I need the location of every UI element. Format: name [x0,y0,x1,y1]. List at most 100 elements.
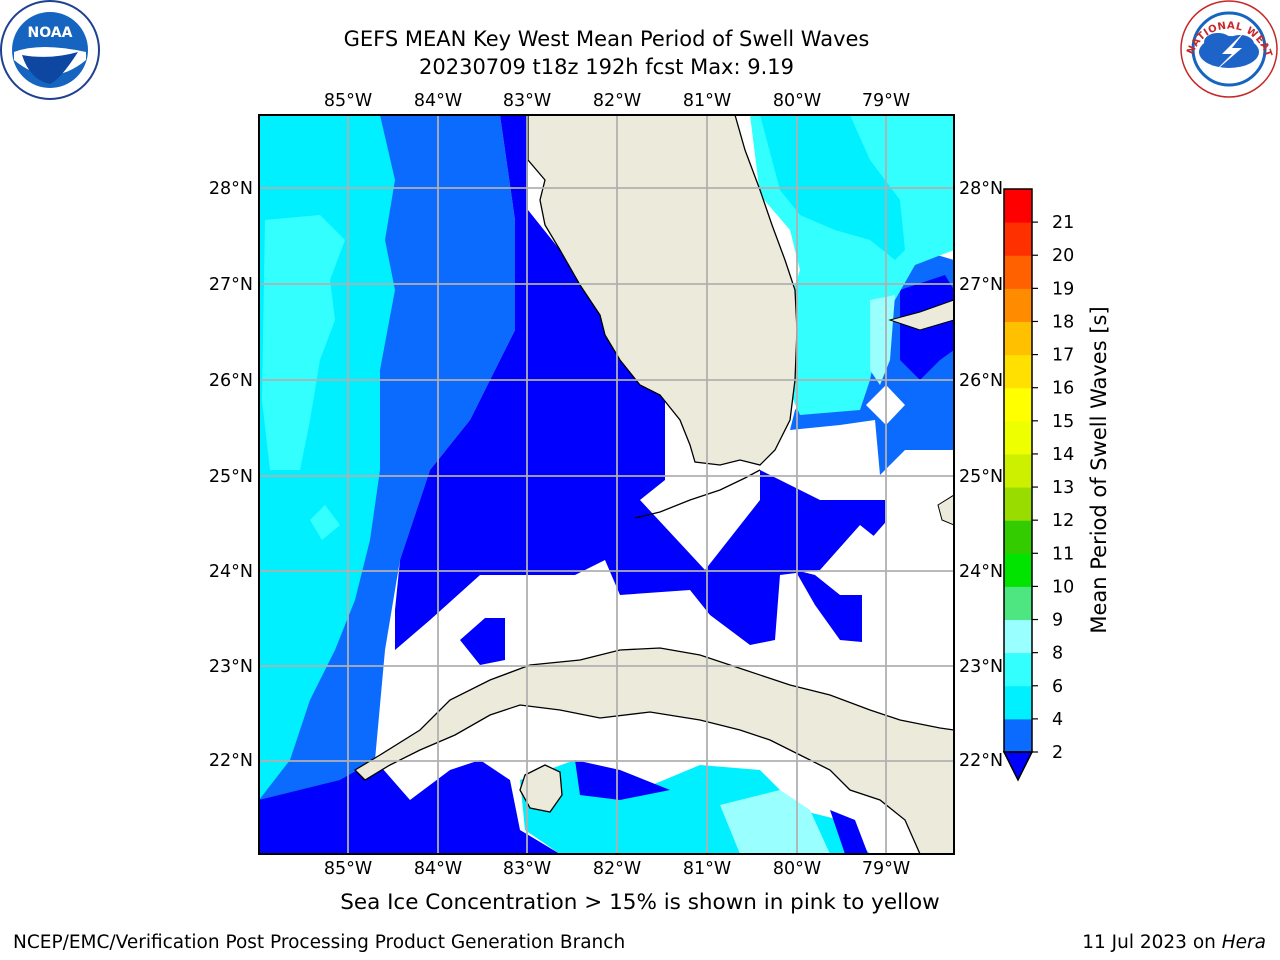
lat-labels-left: 22°N 23°N 24°N 25°N 26°N 27°N 28°N [209,179,253,771]
colorbar-tick-label: 15 [1052,412,1074,432]
south-cuba-blue [830,810,868,854]
colorbar-tick-label: 2 [1052,743,1063,763]
lat-label-left: 23°N [209,657,253,677]
colorbar-segment [1004,652,1032,687]
colorbar-tick-label: 10 [1052,577,1074,597]
colorbar-tick-label: 21 [1052,213,1074,233]
colorbar-tick-label: 20 [1052,246,1074,266]
lat-label-right: 27°N [959,275,1003,295]
colorbar-segment [1004,487,1032,521]
lon-label-bottom: 79°W [862,859,910,879]
colorbar-tick-label: 14 [1052,445,1074,465]
lat-label-right: 24°N [959,562,1003,582]
lon-label-bottom: 82°W [593,859,641,879]
noaa-logo: NOAA [0,0,100,100]
colorbar-tick-label: 8 [1052,644,1063,664]
lon-label-bottom: 80°W [773,859,821,879]
lat-label-left: 28°N [209,179,253,199]
colorbar-tick-label: 19 [1052,279,1074,299]
south-cuba-pale [720,790,830,854]
light-cyan-patch [262,215,345,470]
colorbar-tick-label: 18 [1052,312,1074,332]
map-subtitle-forecast: 20230709 t18z 192h fcst Max: 9.19 [419,55,794,79]
lat-label-right: 23°N [959,657,1003,677]
lon-label-top: 81°W [683,91,731,111]
colorbar-tick-label: 16 [1052,379,1074,399]
lon-label-top: 80°W [773,91,821,111]
svg-text:NATIONAL WEATHER SERVICE: NATIONAL WEATHER SERVICE [0,0,1274,59]
colorbar-segment [1004,685,1032,720]
graticule [259,115,954,854]
swell-period-field [259,115,954,854]
lon-label-bottom: 84°W [414,859,462,879]
lat-label-right: 25°N [959,467,1003,487]
lat-label-right: 26°N [959,371,1003,391]
colorbar-segment [1004,387,1032,422]
south-cuba-deep-blue-2 [575,760,670,800]
lon-label-top: 79°W [862,91,910,111]
footer-credit: NCEP/EMC/Verification Post Processing Pr… [13,932,626,953]
lon-labels-top: 85°W 84°W 83°W 82°W 81°W 80°W 79°W [324,91,910,111]
colorbar-segment [1004,453,1032,488]
footer-machine: Hera [1221,932,1266,953]
bahamas-island [888,299,954,331]
cuba-land [353,647,954,854]
map-frame [258,114,955,855]
lon-label-bottom: 85°W [324,859,372,879]
lon-label-top: 82°W [593,91,641,111]
atlantic-pale [870,295,895,385]
colorbar-segment [1004,586,1032,621]
lat-label-right: 22°N [959,751,1003,771]
colorbar-tick-label: 6 [1052,677,1063,697]
colorbar-tick-label: 9 [1052,611,1063,631]
isla-juventud [519,764,563,813]
lon-label-top: 83°W [503,91,551,111]
lat-label-left: 26°N [209,371,253,391]
colorbar-segment [1004,619,1032,654]
colorbar-extend-arrow [1002,751,1034,782]
colorbar-segment [1004,354,1032,389]
lat-labels-right: 22°N 23°N 24°N 25°N 26°N 27°N 28°N [959,179,1003,771]
lat-label-left: 25°N [209,467,253,487]
florida-land [527,115,798,466]
deep-blue-east [795,570,862,642]
map-title: GEFS MEAN Key West Mean Period of Swell … [343,27,870,51]
lat-label-left: 27°N [209,275,253,295]
lat-label-left: 24°N [209,562,253,582]
lon-label-top: 85°W [324,91,372,111]
colorbar-tick-label: 13 [1052,478,1074,498]
colorbar-segment [1004,189,1032,223]
noaa-logo-text: NOAA [28,25,73,41]
colorbar-segment [1004,255,1032,289]
colorbar-tick-label: 11 [1052,544,1074,564]
footer-date: 11 Jul 2023 on Hera [1082,932,1266,953]
colorbar-segment [1004,321,1032,356]
colorbar-segment [1004,288,1032,322]
footer-date-text: 11 Jul 2023 on [1082,932,1222,953]
lon-labels-bottom: 85°W 84°W 83°W 82°W 81°W 80°W 79°W [324,859,910,879]
colorbar-tick-label: 17 [1052,346,1074,366]
light-cyan-patch-small [310,505,340,540]
colorbar-label: Mean Period of Swell Waves [s] [1087,306,1111,633]
bahamas-island-2 [937,494,954,526]
colorbar-tick-label: 12 [1052,511,1074,531]
lon-label-bottom: 81°W [683,859,731,879]
colorbar-segment [1004,718,1032,753]
lat-label-right: 28°N [959,179,1003,199]
colorbar-segment [1004,420,1032,455]
deep-blue-patch [460,618,505,665]
nws-logo: NATIONAL WEATHER SERVICE [0,0,1278,98]
colorbar-segment [1004,520,1032,554]
south-cuba-deep-blue [259,760,560,854]
nws-logo-text: NATIONAL WEATHER SERVICE [0,0,1273,59]
sea-ice-note: Sea Ice Concentration > 15% is shown in … [340,890,940,915]
colorbar-segment [1004,222,1032,256]
colorbar-tick-label: 4 [1052,710,1063,730]
lon-label-top: 84°W [414,91,462,111]
colorbar-outline [1003,188,1033,753]
lon-label-bottom: 83°W [503,859,551,879]
colorbar-segment [1004,553,1032,587]
colorbar: 2 4 6 8 9 10 11 12 13 14 15 16 17 18 19 20 21 [1002,188,1074,782]
lat-label-left: 22°N [209,751,253,771]
